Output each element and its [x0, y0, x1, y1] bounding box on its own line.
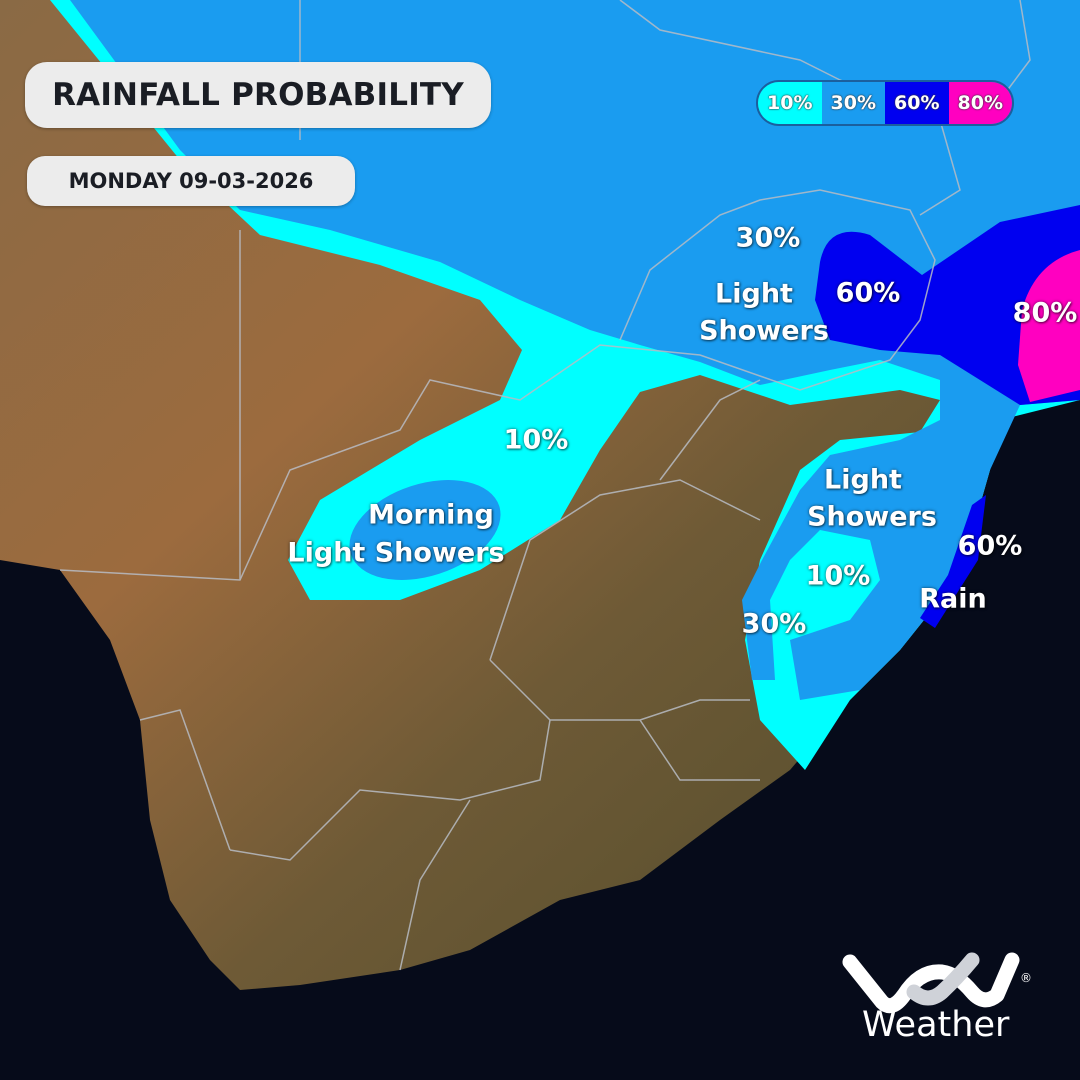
rain-60-zone-coast	[920, 495, 986, 628]
probability-legend: 10% 30% 60% 80%	[756, 80, 1014, 126]
forecast-date: MONDAY 09-03-2026	[27, 156, 355, 206]
legend-30: 30%	[821, 82, 885, 124]
label-ne-80: 80%	[1012, 297, 1078, 329]
map-title: RAINFALL PROBABILITY	[25, 62, 491, 128]
label-east-showers-2: Showers	[807, 501, 937, 533]
label-ne-30: 30%	[735, 222, 801, 254]
label-west-1: Morning	[368, 499, 494, 531]
brand-name: Weather	[862, 1005, 1010, 1045]
rain-60-zone	[815, 205, 1080, 405]
label-east-rain: Rain	[919, 583, 987, 615]
legend-60: 60%	[885, 82, 949, 124]
label-ne-showers-1: Light	[715, 278, 793, 310]
label-central-10: 10%	[503, 424, 569, 456]
label-east-10: 10%	[805, 560, 871, 592]
label-east-30: 30%	[741, 608, 807, 640]
label-ne-60: 60%	[835, 277, 901, 309]
label-east-60: 60%	[957, 530, 1023, 562]
vox-logo: ®	[842, 952, 1032, 1014]
label-ne-showers-2: Showers	[699, 315, 829, 347]
label-east-showers-1: Light	[824, 464, 902, 496]
rain-80-zone	[1018, 250, 1080, 402]
svg-text:®: ®	[1020, 971, 1032, 985]
rain-30-zone-west	[349, 480, 501, 580]
legend-10: 10%	[758, 82, 822, 124]
legend-80: 80%	[948, 82, 1012, 124]
label-west-2: Light Showers	[287, 537, 505, 569]
